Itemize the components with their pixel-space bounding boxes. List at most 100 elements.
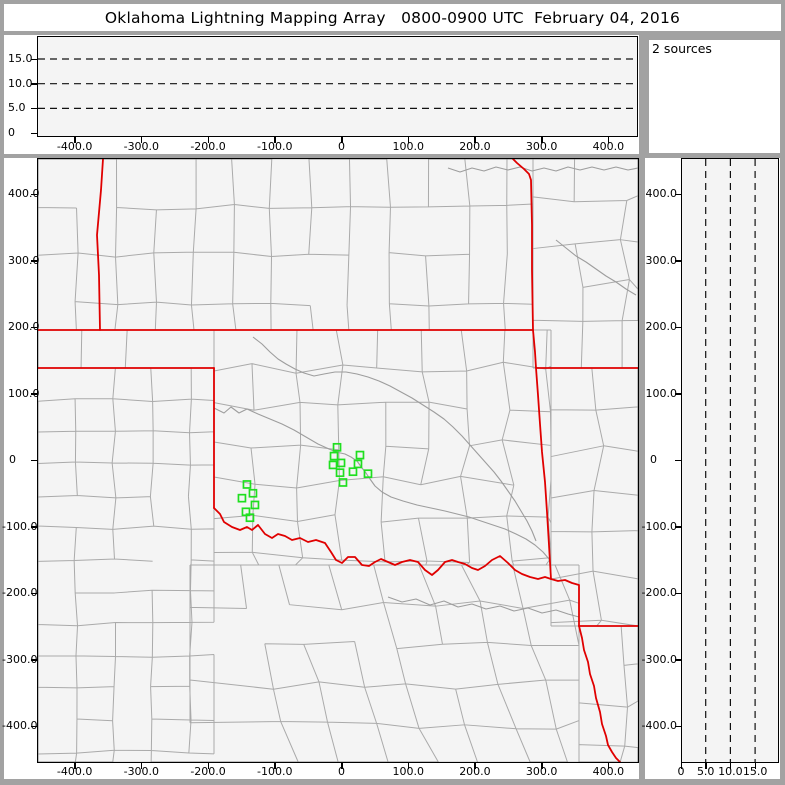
lma-station-marker bbox=[329, 451, 339, 461]
y-tick-label: 15.0 bbox=[8, 52, 33, 65]
river-line bbox=[387, 596, 580, 618]
y-tick-label: -200.0 bbox=[641, 586, 677, 599]
x-tick-label: -100.0 bbox=[257, 765, 293, 778]
x-tick-label: 400.0 bbox=[592, 765, 625, 778]
axis-tick bbox=[31, 526, 37, 528]
y-tick-label: 200.0 bbox=[645, 320, 678, 333]
axis-tick bbox=[675, 659, 681, 661]
axis-tick bbox=[274, 763, 276, 769]
x-tick-label: 200.0 bbox=[459, 765, 491, 778]
y-tick-label: 100.0 bbox=[8, 386, 40, 400]
axis-tick bbox=[607, 137, 610, 143]
alt-ew-plot[interactable] bbox=[37, 36, 638, 137]
y-tick-label: 0 bbox=[9, 453, 16, 466]
lma-station-marker bbox=[237, 493, 247, 503]
lma-station-marker bbox=[336, 458, 346, 468]
lma-station-marker bbox=[335, 468, 345, 478]
x-tick-label: -300.0 bbox=[123, 765, 160, 778]
axis-tick bbox=[74, 763, 76, 769]
sources-count-label: 2 sources bbox=[652, 41, 712, 56]
axis-tick bbox=[675, 326, 681, 328]
lma-station-marker bbox=[353, 459, 363, 469]
axis-tick bbox=[31, 459, 37, 461]
x-tick-label: 200.0 bbox=[459, 140, 491, 153]
state-border-line bbox=[213, 507, 552, 580]
lma-station-marker bbox=[332, 442, 342, 452]
axis-tick bbox=[675, 393, 681, 395]
axis-tick bbox=[675, 526, 681, 528]
x-tick-label: -400.0 bbox=[56, 140, 93, 153]
y-tick-label: 400.0 bbox=[645, 187, 678, 200]
axis-tick bbox=[407, 763, 410, 769]
alt-ns-plot[interactable] bbox=[681, 158, 779, 763]
lma-station-marker bbox=[328, 460, 338, 470]
axis-tick bbox=[675, 592, 681, 594]
river-line bbox=[252, 336, 537, 542]
axis-tick bbox=[474, 137, 476, 143]
lma-station-marker bbox=[245, 513, 255, 523]
x-tick-label: 100.0 bbox=[392, 765, 424, 778]
y-tick-label: 0 bbox=[650, 453, 657, 466]
axis-tick bbox=[140, 137, 143, 143]
axis-tick bbox=[541, 137, 543, 143]
y-tick-label: -100.0 bbox=[641, 519, 677, 533]
axis-tick bbox=[140, 763, 143, 769]
y-tick-label: -400.0 bbox=[641, 719, 677, 732]
axis-tick bbox=[274, 137, 276, 143]
alt-ew-plot-frame bbox=[37, 36, 638, 137]
plan-view-map-plot[interactable] bbox=[37, 158, 639, 763]
y-tick-label: 200.0 bbox=[8, 320, 40, 333]
y-tick-label: 300.0 bbox=[645, 253, 678, 267]
axis-tick bbox=[31, 58, 37, 60]
y-tick-label: -100.0 bbox=[2, 519, 38, 533]
x-tick-label: 10.0 bbox=[718, 765, 743, 778]
axis-tick bbox=[675, 193, 681, 195]
axis-tick bbox=[675, 725, 681, 727]
lma-station-marker bbox=[250, 500, 260, 510]
axis-tick bbox=[31, 326, 37, 328]
lma-station-marker bbox=[363, 469, 373, 479]
y-tick-label: -300.0 bbox=[641, 652, 677, 666]
axis-tick bbox=[207, 137, 210, 143]
y-tick-label: 10.0 bbox=[8, 76, 33, 90]
x-tick-label: -200.0 bbox=[190, 140, 226, 153]
river-line bbox=[213, 406, 552, 567]
axis-tick bbox=[31, 193, 37, 195]
lma-station-marker bbox=[248, 488, 258, 498]
axis-tick bbox=[31, 132, 37, 135]
axis-tick bbox=[541, 763, 543, 769]
state-border-line bbox=[96, 158, 104, 331]
state-border-line bbox=[512, 158, 552, 580]
axis-tick bbox=[341, 137, 343, 143]
x-tick-label: 300.0 bbox=[525, 140, 558, 153]
y-tick-label: -400.0 bbox=[2, 719, 38, 732]
axis-tick bbox=[341, 763, 343, 769]
axis-tick bbox=[680, 763, 682, 769]
state-border-line bbox=[578, 625, 621, 763]
y-tick-label: 0 bbox=[8, 126, 15, 140]
x-tick-label: 100.0 bbox=[392, 140, 424, 153]
y-tick-label: 400.0 bbox=[8, 187, 40, 200]
axis-tick bbox=[607, 763, 610, 769]
river-line bbox=[555, 239, 637, 296]
y-tick-label: -300.0 bbox=[2, 652, 38, 666]
axis-tick bbox=[207, 763, 210, 769]
axis-tick bbox=[675, 459, 681, 461]
map-plot-frame bbox=[37, 158, 639, 763]
axis-tick bbox=[31, 83, 37, 85]
lma-station-marker bbox=[242, 480, 252, 489]
lma-station-marker bbox=[348, 467, 358, 477]
x-tick-label: 5.0 bbox=[696, 765, 715, 778]
title-bar: Oklahoma Lightning Mapping Array 0800-09… bbox=[4, 4, 781, 31]
y-tick-label: 300.0 bbox=[8, 253, 40, 267]
river-line bbox=[447, 166, 639, 173]
axis-tick bbox=[31, 592, 37, 594]
x-tick-label: -400.0 bbox=[56, 765, 93, 778]
axis-tick bbox=[31, 659, 37, 661]
y-tick-label: 100.0 bbox=[645, 386, 678, 400]
axis-tick bbox=[754, 763, 757, 769]
axis-tick bbox=[407, 137, 410, 143]
x-tick-label: 0 bbox=[338, 140, 345, 153]
axis-tick bbox=[74, 137, 76, 143]
